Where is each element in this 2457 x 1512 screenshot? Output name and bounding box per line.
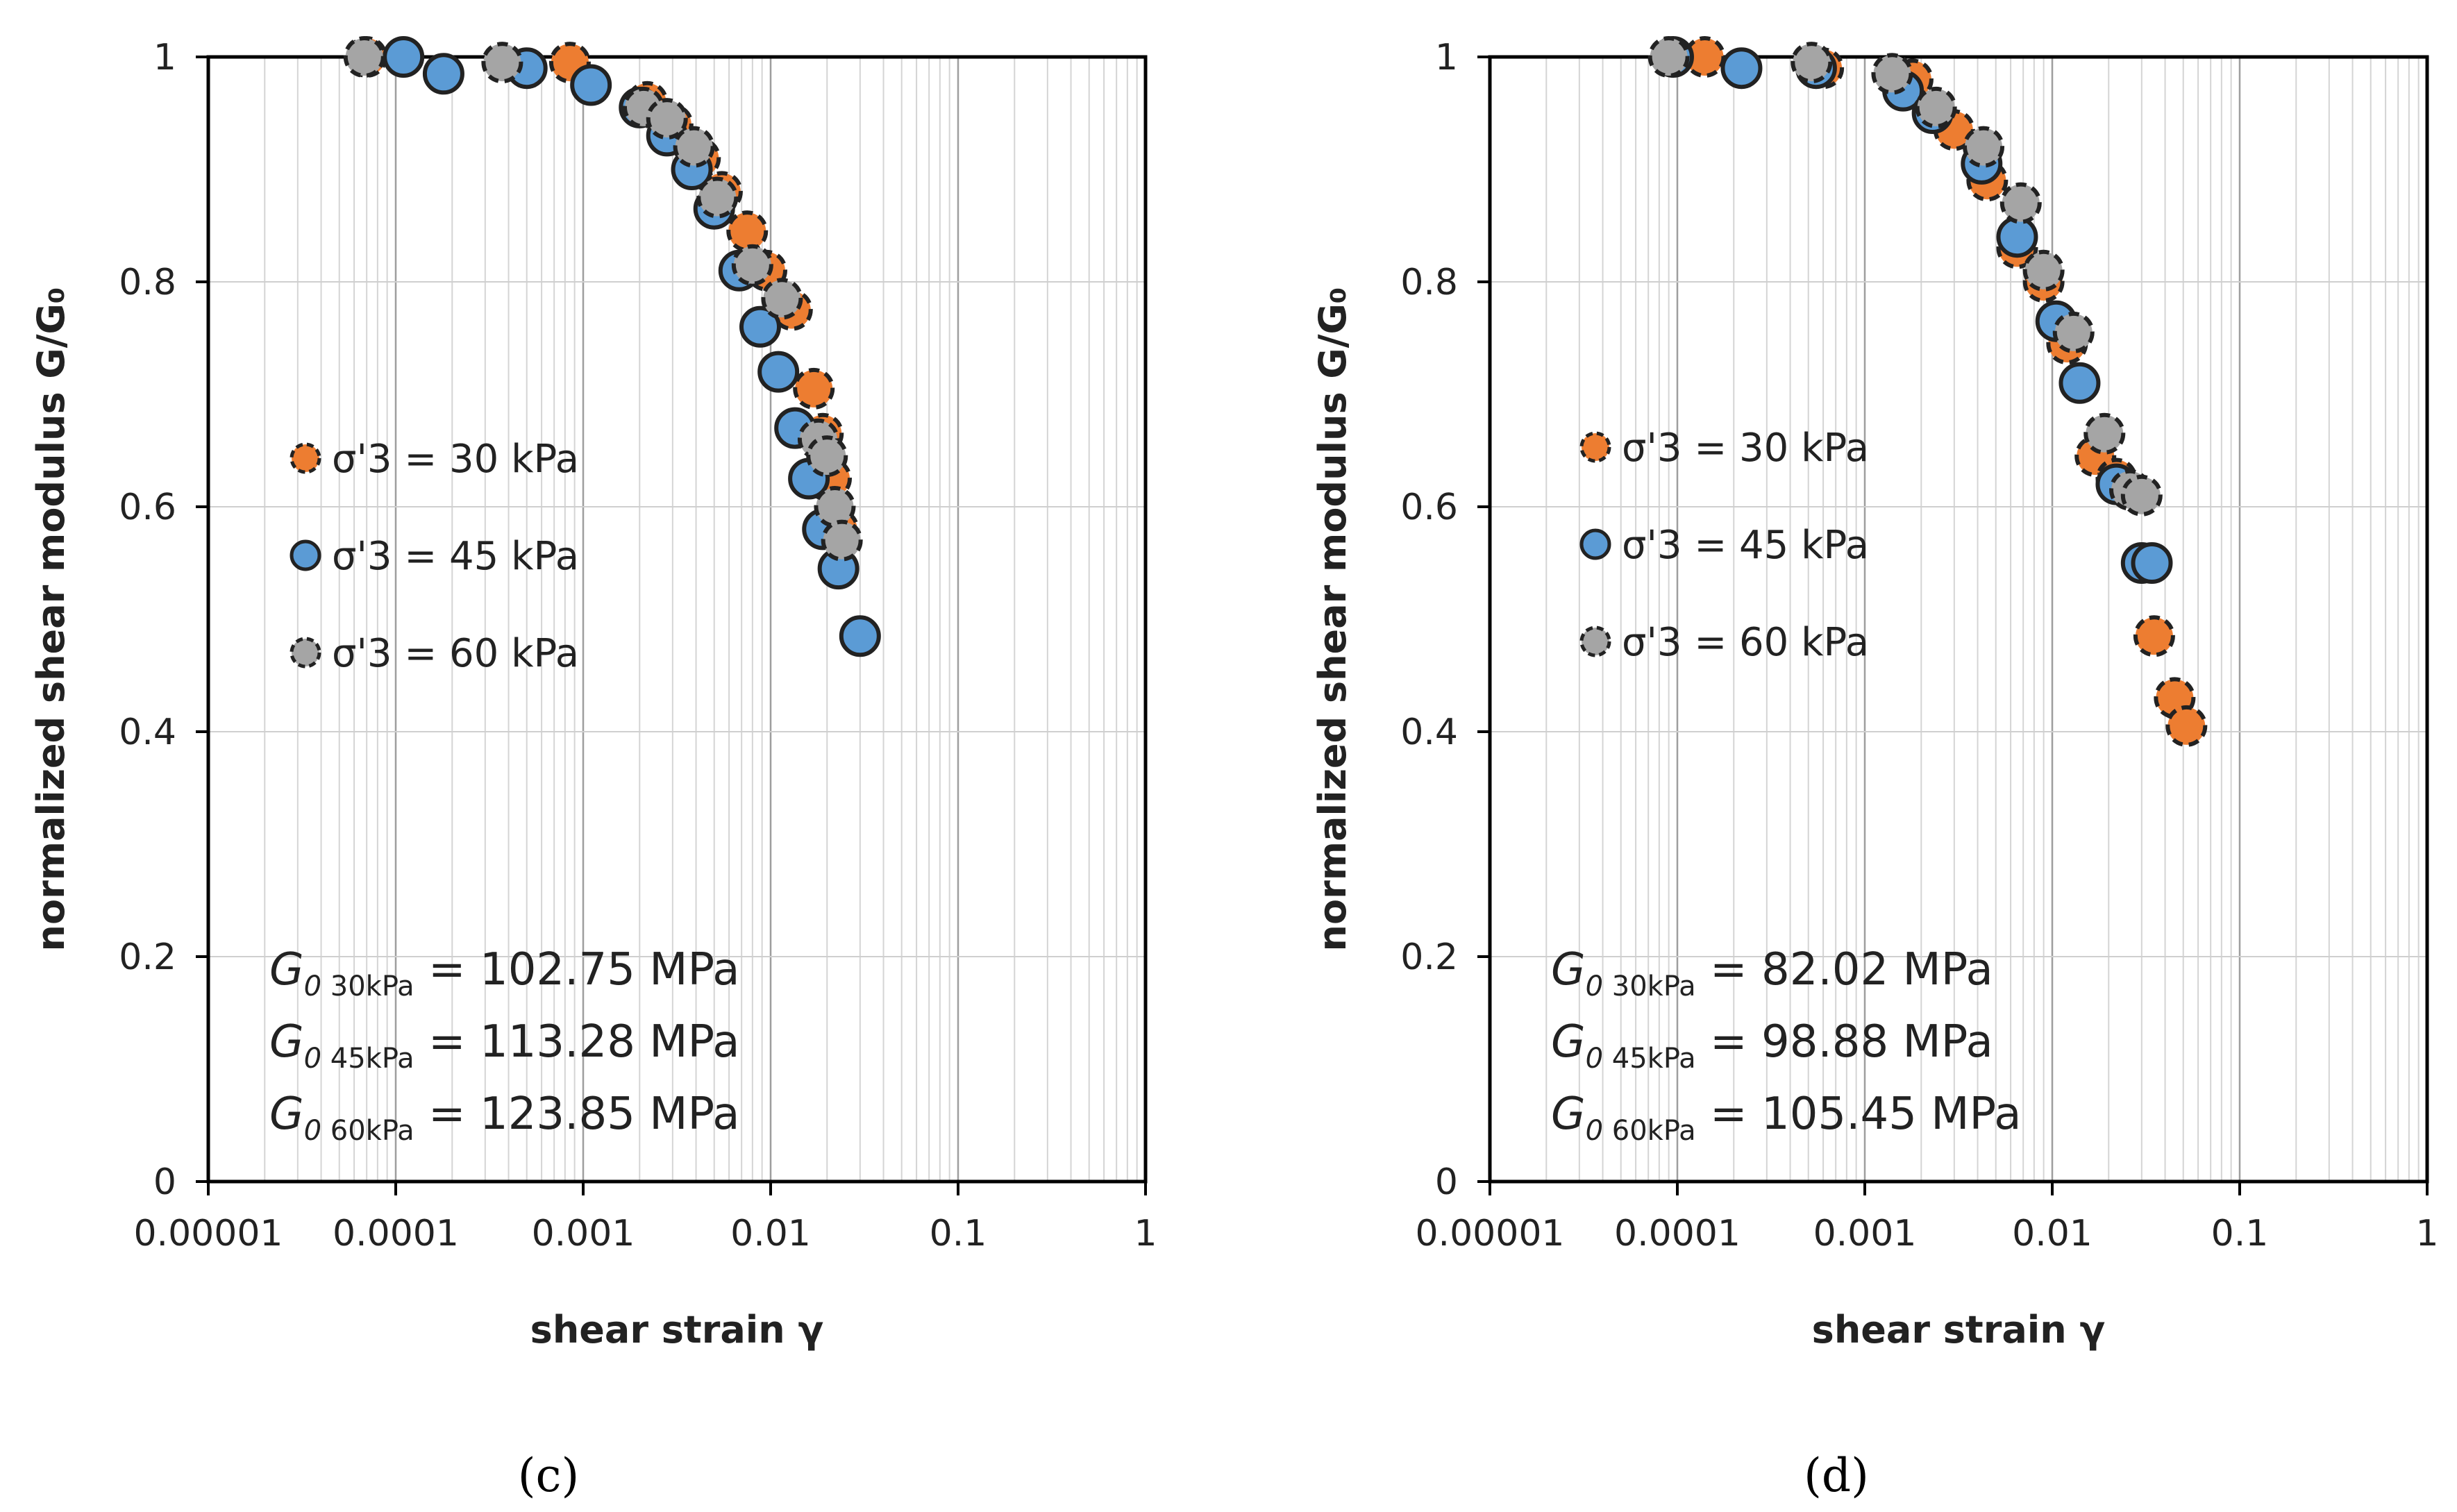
data-point [1791, 42, 1833, 84]
plot-frame [206, 55, 1148, 1184]
chart-d: 0.00001 0.0001 0.001 0.01 0.1 1 0 0.2 0.4 0.6 0.8 1… [1311, 36, 2439, 1502]
data-point [343, 36, 385, 78]
x-tick-label: 0.01 [730, 1213, 811, 1254]
legend-label: σ'3 = 30 kPa [332, 437, 579, 482]
y-tick-label: 0.6 [119, 487, 176, 528]
plot-area [1490, 57, 2427, 1182]
x-tick-label: 0.0001 [1614, 1213, 1741, 1254]
data-point [793, 367, 835, 410]
y-tick-label: 0.2 [119, 936, 176, 978]
g0-annotation: G0 60kPa = 105.45 MPa [1551, 1089, 2021, 1147]
g0-annotation: G0 45kPa = 113.28 MPa [269, 1016, 739, 1075]
series-s60 [1647, 36, 2163, 516]
data-point [757, 351, 800, 393]
data-point [1720, 47, 1763, 90]
g0-annotation: G0 30kPa = 82.02 MPa [1551, 944, 1993, 1002]
x-axis-label: shear strain γ [530, 1308, 824, 1352]
x-tick-label: 0.1 [2211, 1213, 2269, 1254]
data-point [1871, 53, 1913, 95]
data-point [2165, 705, 2208, 747]
y-tick-label: 0.6 [1400, 487, 1458, 528]
chart-c: 0.00001 0.0001 0.001 0.01 0.1 1 0 0.2 0.4 0.6 0.8 1… [29, 36, 1157, 1502]
y-tick-label: 0 [153, 1161, 176, 1203]
x-tick-label: 0.0001 [333, 1213, 459, 1254]
legend-marker [1579, 431, 1611, 463]
data-point [383, 36, 425, 78]
data-point [814, 486, 856, 528]
legend-label: σ'3 = 60 kPa [1622, 620, 1869, 665]
data-point [570, 64, 612, 106]
legend: σ'3 = 30 kPa σ'3 = 45 kPa σ'3 = 60 kPa [290, 437, 579, 676]
data-point [1963, 126, 2005, 168]
legend: σ'3 = 30 kPa σ'3 = 45 kPa σ'3 = 60 kPa [1579, 426, 1869, 665]
x-axis-label: shear strain γ [1812, 1308, 2106, 1352]
legend-label: σ'3 = 60 kPa [332, 631, 579, 676]
g0-annotation: G0 60kPa = 123.85 MPa [269, 1089, 739, 1147]
y-axis-label: normalized shear modulus G/G₀ [29, 287, 73, 952]
data-point [646, 98, 688, 140]
y-tick-label: 1 [153, 37, 176, 78]
legend-marker [290, 442, 321, 474]
y-tick-label: 0.4 [1400, 712, 1458, 753]
g0-annotation: G0 45kPa = 98.88 MPa [1551, 1016, 1993, 1075]
x-tick-label: 0.001 [1813, 1213, 1917, 1254]
legend-marker [1579, 625, 1611, 657]
legend-marker [290, 539, 321, 571]
data-point [839, 615, 881, 657]
data-point [1999, 182, 2042, 224]
y-tick-label: 0.2 [1400, 936, 1458, 978]
y-tick-label: 0 [1435, 1161, 1458, 1203]
x-tick-label: 1 [2415, 1213, 2438, 1254]
data-point [1996, 216, 2038, 258]
series-s60 [343, 36, 863, 562]
data-point [2022, 249, 2065, 292]
data-point [761, 278, 803, 320]
y-tick-label: 0.8 [119, 262, 176, 303]
data-point [821, 519, 863, 562]
plot-area [208, 57, 1146, 1182]
data-point [1647, 36, 1690, 78]
legend-label: σ'3 = 45 kPa [1622, 523, 1869, 568]
x-tick-label: 0.00001 [1415, 1213, 1564, 1254]
panel-label: (c) [518, 1449, 579, 1502]
legend-label: σ'3 = 45 kPa [332, 534, 579, 579]
data-point [673, 126, 715, 168]
data-point [806, 435, 848, 478]
data-point [2058, 362, 2101, 404]
data-point [2133, 615, 2175, 657]
x-tick-label: 0.01 [2012, 1213, 2093, 1254]
data-point [481, 42, 523, 84]
plot-frame [1488, 55, 2429, 1184]
data-point [2083, 412, 2126, 455]
data-point [2120, 474, 2163, 516]
y-tick-label: 0.4 [119, 712, 176, 753]
legend-label: σ'3 = 30 kPa [1622, 426, 1869, 471]
data-point [739, 305, 782, 348]
grid [1489, 56, 2429, 1182]
y-tick-label: 1 [1435, 37, 1458, 78]
data-point [726, 210, 769, 253]
legend-marker [290, 637, 321, 669]
data-point [2052, 311, 2095, 353]
y-axis-label: normalized shear modulus G/G₀ [1311, 287, 1355, 952]
panel-label: (d) [1804, 1449, 1869, 1502]
data-point [2131, 542, 2173, 584]
data-point [422, 53, 464, 95]
data-point [731, 244, 773, 286]
legend-marker [1579, 528, 1611, 560]
y-tick-label: 0.8 [1400, 262, 1458, 303]
g0-annotation: G0 30kPa = 102.75 MPa [269, 944, 739, 1002]
x-tick-label: 1 [1134, 1213, 1157, 1254]
x-tick-label: 0.1 [930, 1213, 987, 1254]
data-point [696, 176, 739, 219]
grid [207, 56, 1147, 1182]
x-tick-label: 0.001 [532, 1213, 635, 1254]
x-tick-label: 0.00001 [133, 1213, 283, 1254]
data-point [1915, 86, 1957, 128]
